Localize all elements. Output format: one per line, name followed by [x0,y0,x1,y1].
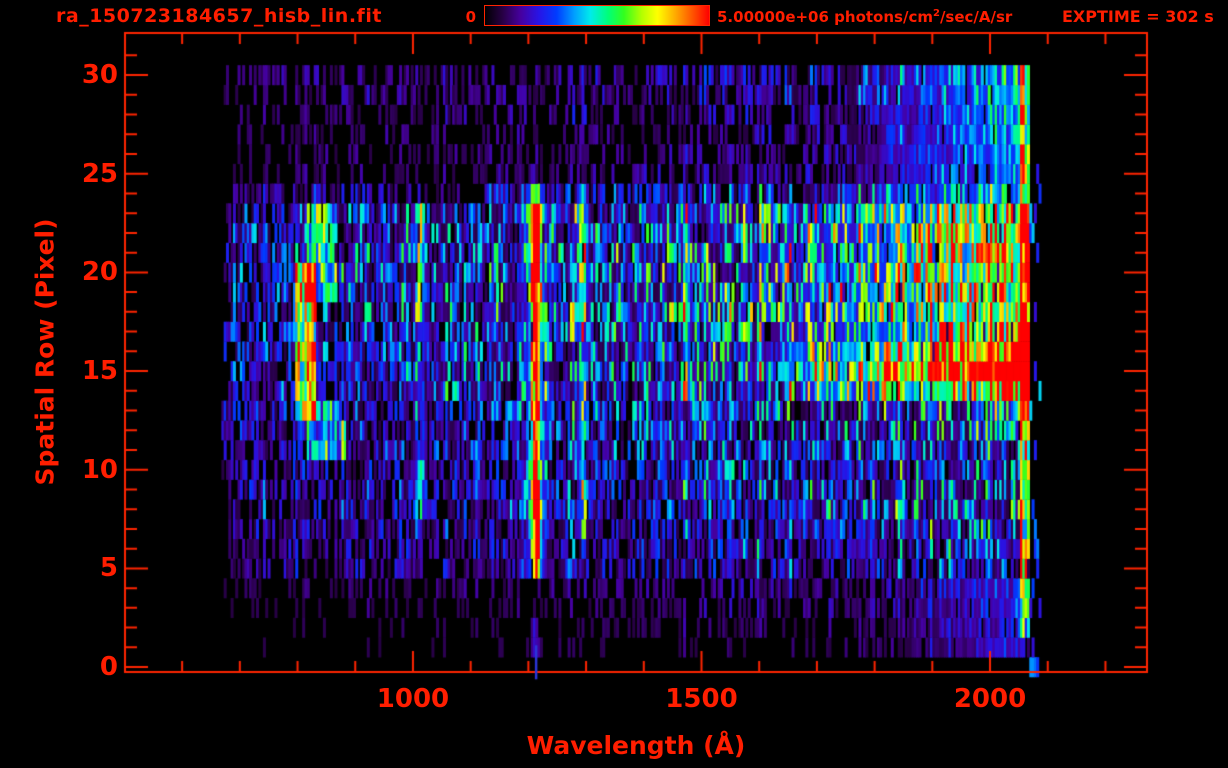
colorbar-max-label: 5.00000e+06 photons/cm2/sec/A/sr [717,8,1012,26]
y-tick-label-30: 30 [81,60,118,91]
y-tick-label-5: 5 [99,553,118,584]
file-title: ra_150723184657_hisb_lin.fit [56,5,382,27]
x-tick-label-1000: 1000 [376,684,450,714]
y-tick-label-20: 20 [81,257,118,288]
y-tick-label-0: 0 [99,652,118,683]
y-tick-label-15: 15 [81,356,118,387]
colorbar-max-label-suffix: /sec/A/sr [939,8,1013,26]
x-tick-label-2000: 2000 [953,684,1027,714]
y-tick-label-10: 10 [81,454,118,485]
colorbar-gradient [484,5,710,26]
x-axis-title: Wavelength (Å) [526,731,746,760]
colorbar-min-label: 0 [465,8,476,26]
x-tick-label-1500: 1500 [665,684,738,714]
colorbar-max-label-prefix: 5.00000e+06 photons/cm [717,8,933,26]
y-tick-label-25: 25 [81,158,118,189]
exptime-label: EXPTIME = 302 s [1062,7,1214,26]
colorbar-max-label-superscript: 2 [932,8,940,19]
